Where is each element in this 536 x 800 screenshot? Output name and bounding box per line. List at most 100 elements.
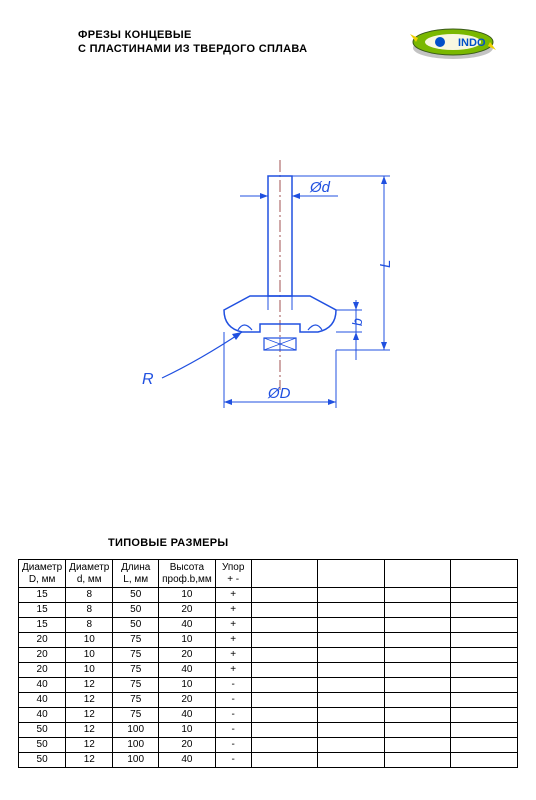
table-section: ТИПОВЫЕ РАЗМЕРЫ ДиаметрD, ммДиаметрd, мм… <box>18 537 518 768</box>
table-row: 40127540- <box>19 708 518 723</box>
table-cell: 40 <box>159 753 216 768</box>
table-cell <box>318 663 385 678</box>
table-row: 501210010- <box>19 723 518 738</box>
label-D: ØD <box>267 385 291 402</box>
table-cell: 20 <box>159 603 216 618</box>
table-header-cell: ДиаметрD, мм <box>19 560 66 588</box>
table-title: ТИПОВЫЕ РАЗМЕРЫ <box>108 537 518 549</box>
table-cell <box>251 603 318 618</box>
table-row: 40127520- <box>19 693 518 708</box>
table-cell: 10 <box>159 588 216 603</box>
table-cell: 20 <box>19 663 66 678</box>
table-cell <box>251 753 318 768</box>
table-header-cell <box>251 560 318 588</box>
table-cell <box>384 753 451 768</box>
table-cell <box>251 618 318 633</box>
table-cell <box>451 708 518 723</box>
table-cell: 40 <box>19 708 66 723</box>
table-cell: 75 <box>113 633 159 648</box>
table-row: 20107540+ <box>19 663 518 678</box>
table-cell: - <box>215 693 251 708</box>
table-header-cell: Диаметрd, мм <box>66 560 113 588</box>
table-cell: 40 <box>19 693 66 708</box>
table-cell: 40 <box>159 618 216 633</box>
table-cell: 8 <box>66 618 113 633</box>
label-d: Ød <box>309 179 331 196</box>
table-cell <box>451 693 518 708</box>
table-header-cell <box>384 560 451 588</box>
table-row: 40127510- <box>19 678 518 693</box>
table-cell <box>451 678 518 693</box>
table-cell: 12 <box>66 678 113 693</box>
table-cell <box>384 603 451 618</box>
table-cell <box>251 633 318 648</box>
table-cell: 50 <box>113 588 159 603</box>
table-cell: + <box>215 663 251 678</box>
table-cell: 40 <box>159 663 216 678</box>
table-cell: 10 <box>66 633 113 648</box>
table-cell: 15 <box>19 603 66 618</box>
table-cell <box>384 738 451 753</box>
table-cell: 50 <box>19 723 66 738</box>
table-cell <box>251 723 318 738</box>
table-cell: - <box>215 738 251 753</box>
table-cell: 50 <box>113 603 159 618</box>
label-L: L <box>377 260 394 268</box>
table-cell: 50 <box>19 738 66 753</box>
table-cell <box>251 663 318 678</box>
table-cell <box>384 633 451 648</box>
table-cell: 20 <box>19 648 66 663</box>
table-cell: 12 <box>66 753 113 768</box>
table-cell <box>251 648 318 663</box>
table-row: 501210020- <box>19 738 518 753</box>
table-cell: 12 <box>66 693 113 708</box>
table-cell <box>451 588 518 603</box>
table-cell: 10 <box>159 678 216 693</box>
table-cell: 100 <box>113 738 159 753</box>
table-cell <box>451 618 518 633</box>
table-cell: - <box>215 723 251 738</box>
table-cell <box>251 588 318 603</box>
table-cell: 10 <box>66 663 113 678</box>
table-cell <box>451 663 518 678</box>
table-cell: 75 <box>113 708 159 723</box>
table-cell: 15 <box>19 588 66 603</box>
table-cell <box>318 753 385 768</box>
table-cell: 10 <box>159 723 216 738</box>
table-cell <box>318 618 385 633</box>
logo: INDO <box>408 22 498 69</box>
table-cell: 100 <box>113 753 159 768</box>
table-cell <box>318 708 385 723</box>
table-cell <box>384 648 451 663</box>
table-cell <box>384 723 451 738</box>
table-header-cell <box>451 560 518 588</box>
table-cell <box>318 738 385 753</box>
table-row: 1585010+ <box>19 588 518 603</box>
table-cell <box>451 633 518 648</box>
table-cell <box>251 693 318 708</box>
table-row: 20107510+ <box>19 633 518 648</box>
table-cell <box>318 723 385 738</box>
table-row: 1585020+ <box>19 603 518 618</box>
technical-diagram: Ød L b ØD R <box>140 160 410 445</box>
table-cell: - <box>215 753 251 768</box>
title-block: ФРЕЗЫ КОНЦЕВЫЕ С ПЛАСТИНАМИ ИЗ ТВЕРДОГО … <box>78 28 307 57</box>
table-cell <box>451 648 518 663</box>
table-header-cell <box>318 560 385 588</box>
table-cell <box>318 633 385 648</box>
label-R: R <box>142 371 154 388</box>
table-cell: 100 <box>113 723 159 738</box>
table-cell: 20 <box>159 693 216 708</box>
table-cell: 20 <box>159 648 216 663</box>
table-cell: 75 <box>113 663 159 678</box>
table-cell <box>451 723 518 738</box>
table-header-cell: Высотапроф.b,мм <box>159 560 216 588</box>
table-cell: + <box>215 618 251 633</box>
table-cell <box>251 708 318 723</box>
table-cell: - <box>215 678 251 693</box>
table-cell: 50 <box>113 618 159 633</box>
table-cell: + <box>215 588 251 603</box>
table-cell: 10 <box>159 633 216 648</box>
table-cell: 40 <box>159 708 216 723</box>
table-cell <box>318 678 385 693</box>
